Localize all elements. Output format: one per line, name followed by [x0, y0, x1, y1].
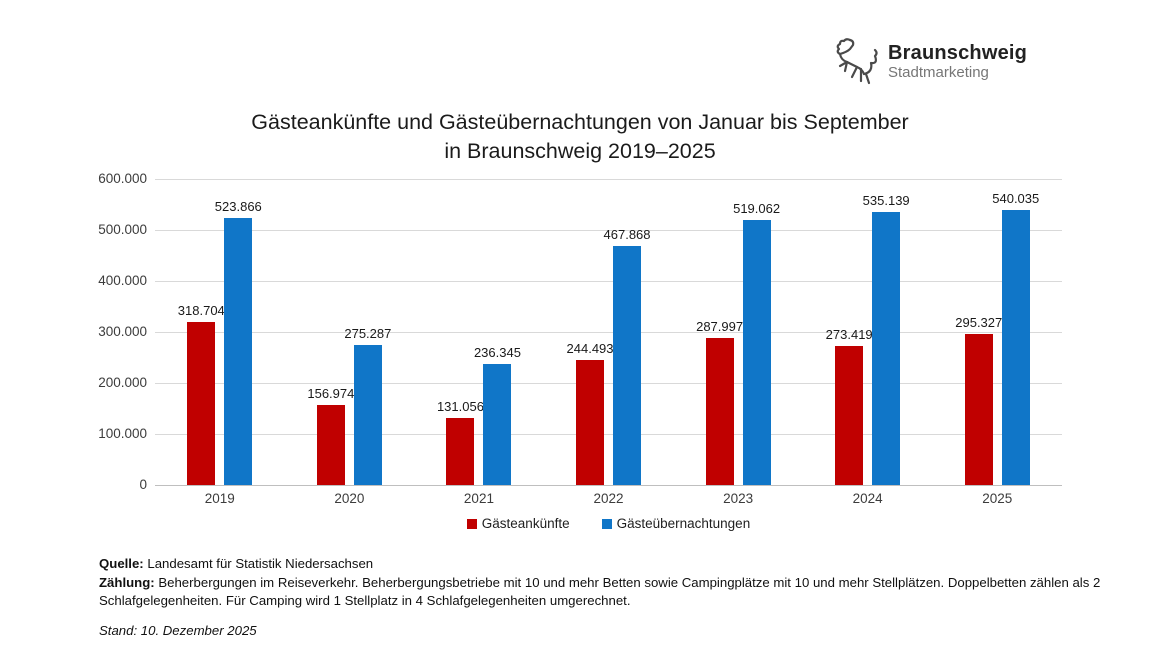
source-text: Landesamt für Statistik Niedersachsen: [143, 556, 374, 571]
chart-title-line1: Gästeankünfte und Gästeübernachtungen vo…: [251, 110, 909, 134]
bar-arrivals-2022: [576, 360, 605, 485]
bar-value-label-overnights-2025: 540.035: [992, 191, 1040, 206]
bar-overnights-2019: [224, 218, 253, 485]
chart-title: Gästeankünfte und Gästeübernachtungen vo…: [0, 108, 1160, 166]
y-axis-tick-label: 200.000: [98, 375, 147, 390]
bar-arrivals-2024: [835, 346, 864, 485]
bar-arrivals-2025: [964, 334, 993, 485]
plot-area: 318.704 523.866 156.974 275.287 131.056 236.3…: [155, 179, 1062, 486]
bar-value-label-arrivals-2024: 273.419: [825, 327, 873, 342]
bar-group-2024: 273.419 535.139: [803, 179, 933, 485]
bar-group-2020: 156.974 275.287: [285, 179, 415, 485]
bar-value-label-overnights-2021: 236.345: [473, 345, 521, 360]
bar-value-label-arrivals-2022: 244.493: [566, 341, 614, 356]
gridline: [155, 332, 1062, 333]
bar-wrap: 535.139: [863, 179, 910, 485]
footer-notes: Quelle: Landesamt für Statistik Niedersa…: [99, 555, 1109, 611]
bar-value-label-overnights-2024: 535.139: [862, 193, 910, 208]
bar-wrap: 273.419: [826, 179, 873, 485]
bar-group-2019: 318.704 523.866: [155, 179, 285, 485]
bar-group-2021: 131.056 236.345: [414, 179, 544, 485]
y-axis-tick-label: 100.000: [98, 426, 147, 441]
bar-wrap: 523.866: [215, 179, 262, 485]
bar-value-label-overnights-2023: 519.062: [733, 201, 781, 216]
bar-group-2022: 244.493 467.868: [544, 179, 674, 485]
bar-value-label-overnights-2019: 523.866: [214, 199, 262, 214]
bar-wrap: 295.327: [955, 179, 1002, 485]
x-axis-tick-label-2023: 2023: [723, 491, 754, 506]
x-axis-tick-label-2022: 2022: [593, 491, 624, 506]
bar-wrap: 131.056: [437, 179, 484, 485]
x-axis-tick-label-2025: 2025: [982, 491, 1013, 506]
logo-subtitle: Stadtmarketing: [888, 64, 989, 81]
x-axis-tick-label-2019: 2019: [204, 491, 235, 506]
bar-arrivals-2019: [187, 322, 216, 485]
bar-wrap: 540.035: [992, 179, 1039, 485]
chart-legend: Gästeankünfte Gästeübernachtungen: [155, 516, 1062, 531]
gridline: [155, 383, 1062, 384]
y-axis-tick-label: 300.000: [98, 324, 147, 339]
gridline: [155, 281, 1062, 282]
count-line: Zählung: Beherbergungen im Reiseverkehr.…: [99, 574, 1109, 611]
legend-swatch-icon: [601, 518, 612, 529]
source-label: Quelle:: [99, 556, 144, 571]
bar-wrap: 244.493: [567, 179, 614, 485]
bar-value-label-arrivals-2019: 318.704: [177, 303, 225, 318]
bar-wrap: 519.062: [733, 179, 780, 485]
bar-wrap: 467.868: [604, 179, 651, 485]
bar-value-label-overnights-2020: 275.287: [344, 326, 392, 341]
gridline: [155, 434, 1062, 435]
bar-arrivals-2021: [446, 418, 475, 485]
bar-arrivals-2020: [316, 405, 345, 485]
count-label: Zählung:: [99, 574, 155, 590]
bar-value-label-arrivals-2021: 131.056: [436, 399, 484, 414]
legend-item-overnights: Gästeübernachtungen: [601, 516, 751, 531]
bar-overnights-2025: [1001, 210, 1030, 485]
bar-overnights-2023: [742, 220, 771, 485]
chart-title-line2: in Braunschweig 2019–2025: [444, 139, 716, 163]
bar-groups: 318.704 523.866 156.974 275.287 131.056 236.3…: [155, 179, 1062, 485]
bar-value-label-arrivals-2023: 287.997: [696, 319, 744, 334]
bar-wrap: 318.704: [178, 179, 225, 485]
logo-name: Braunschweig: [888, 42, 1028, 64]
braunschweig-lion-icon: [836, 38, 878, 85]
y-axis-labels: 600.000 500.000 400.000 300.000 200.000 100.0…: [50, 171, 147, 492]
bar-value-label-arrivals-2020: 156.974: [307, 386, 355, 401]
y-axis-tick-label: 600.000: [98, 171, 147, 186]
x-axis-labels: 2019 2020 2021 2022 2023 2024 2025: [155, 491, 1062, 506]
bar-wrap: 156.974: [307, 179, 354, 485]
bar-group-2025: 295.327 540.035: [932, 179, 1062, 485]
bar-wrap: 236.345: [474, 179, 521, 485]
x-axis-line: [155, 485, 1062, 486]
y-axis-tick-label: 400.000: [98, 273, 147, 288]
legend-label: Gästeübernachtungen: [616, 516, 751, 531]
legend-item-arrivals: Gästeankünfte: [466, 516, 570, 531]
count-text: Beherbergungen im Reiseverkehr. Beherber…: [99, 574, 1101, 609]
bar-overnights-2024: [872, 212, 901, 485]
source-line: Quelle: Landesamt für Statistik Niedersa…: [99, 555, 1109, 574]
bar-overnights-2020: [353, 345, 382, 485]
gridline: [155, 179, 1062, 180]
bar-wrap: 287.997: [696, 179, 743, 485]
braunschweig-stadtmarketing-logo: Braunschweig Stadtmarketing: [833, 36, 1027, 88]
bar-overnights-2021: [483, 364, 512, 485]
bar-value-label-overnights-2022: 467.868: [603, 227, 651, 242]
y-axis-tick-label: 500.000: [98, 222, 147, 237]
bar-wrap: 275.287: [344, 179, 391, 485]
x-axis-tick-label-2020: 2020: [334, 491, 365, 506]
bar-value-label-arrivals-2025: 295.327: [955, 315, 1003, 330]
logo-text: Braunschweig Stadtmarketing: [888, 42, 1027, 82]
legend-label: Gästeankünfte: [481, 516, 570, 531]
gridline: [155, 230, 1062, 231]
bar-overnights-2022: [613, 246, 642, 485]
legend-swatch-icon: [466, 518, 477, 529]
y-axis-tick-label: 0: [139, 477, 147, 492]
x-axis-tick-label-2024: 2024: [852, 491, 883, 506]
bar-group-2023: 287.997 519.062: [673, 179, 803, 485]
x-axis-tick-label-2021: 2021: [463, 491, 494, 506]
bar-arrivals-2023: [705, 338, 734, 485]
stand-date: Stand: 10. Dezember 2025: [99, 623, 257, 638]
